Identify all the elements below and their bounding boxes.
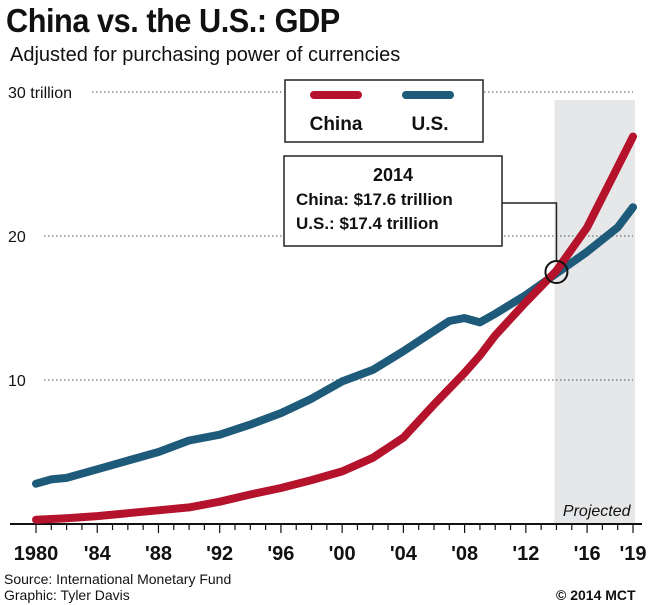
- legend: China U.S.: [284, 79, 484, 143]
- source-note: Source: International Monetary Fund: [4, 571, 232, 587]
- projected-band: [554, 100, 635, 524]
- x-tick-label: '92: [206, 543, 233, 565]
- callout-box: [283, 155, 503, 247]
- series-line-us: [32, 203, 637, 488]
- projected-label: Projected: [563, 503, 632, 520]
- x-tick-label: '84: [84, 543, 112, 565]
- legend-label-china: China: [310, 114, 363, 135]
- y-tick-label: 20: [8, 229, 26, 246]
- graphic-credit: Graphic: Tyler Davis: [4, 587, 130, 603]
- x-tick-label: '88: [145, 543, 172, 565]
- x-tick-label: '00: [329, 543, 356, 565]
- x-tick-label: '16: [574, 543, 601, 565]
- x-tick-label: '08: [451, 543, 478, 565]
- legend-label-us: U.S.: [412, 114, 449, 135]
- x-axis-labels: 1980 '84 '88 '92 '96 '00 '04 '08 '12 '16 '19: [14, 543, 647, 565]
- x-axis-ticks: [35, 524, 634, 533]
- y-tick-label: 30 trillion: [8, 85, 72, 102]
- crossover-marker: [544, 260, 569, 284]
- callout-year: 2014: [373, 165, 413, 185]
- chart-title: China vs. the U.S.: GDP: [6, 2, 340, 39]
- copyright: © 2014 MCT: [556, 587, 636, 603]
- x-tick-label: 1980: [14, 543, 59, 565]
- y-axis-labels: 30 trillion 20 10: [8, 85, 72, 390]
- callout-leader-line: [502, 202, 558, 261]
- series-line-china: [32, 132, 637, 524]
- callout-us-value: U.S.: $17.4 trillion: [296, 214, 439, 233]
- x-tick-label: '96: [267, 543, 294, 565]
- chart-subtitle: Adjusted for purchasing power of currenc…: [10, 44, 401, 66]
- x-tick-label: '19: [619, 543, 646, 565]
- legend-box: [284, 79, 484, 143]
- y-tick-label: 10: [8, 373, 26, 390]
- callout-china-value: China: $17.6 trillion: [296, 190, 453, 209]
- callout-2014: 2014 China: $17.6 trillion U.S.: $17.4 t…: [283, 155, 569, 284]
- x-tick-label: '04: [390, 543, 418, 565]
- x-tick-label: '12: [512, 543, 539, 565]
